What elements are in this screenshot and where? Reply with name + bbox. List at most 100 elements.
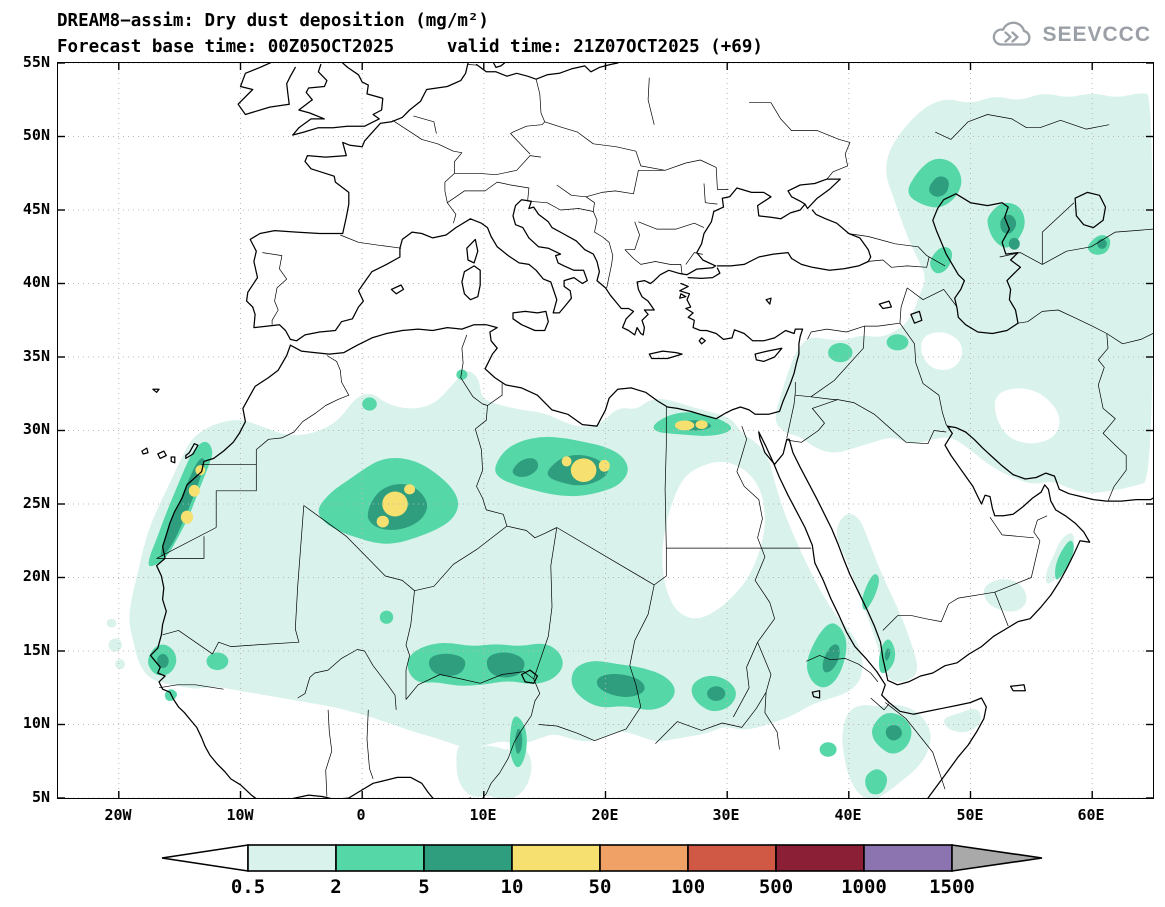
dust-spot-level-5 [1008,237,1020,250]
country-border [474,405,508,527]
dust-spot-level-05 [106,618,117,628]
country-border [638,221,705,230]
dust-contour-level-5 [512,458,539,477]
x-tick-label: 20W [104,806,132,824]
y-tick-label: 50N [22,126,50,144]
country-border [487,383,503,406]
coastline [152,388,160,393]
colorbar-arrow-above [951,844,1043,872]
dust-contour-hole [921,332,963,371]
seevccc-logo: SEEVCCC [991,20,1151,49]
dust-spot-level-2 [379,610,394,624]
country-border [392,120,463,224]
colorbar-label: 500 [758,876,794,898]
dust-contour-level-5 [1000,214,1017,234]
dust-contour-level-5 [596,674,645,697]
y-tick-label: 25N [22,494,50,512]
coastline [765,297,772,305]
dust-contour-level-05 [775,93,1153,493]
country-border [732,642,758,718]
coastline [475,63,619,80]
country-border [736,425,775,643]
coastline [157,450,167,460]
dust-contour-hole [994,388,1060,444]
x-tick-label: 10W [226,806,254,824]
coastline [648,350,683,360]
colorbar-label: 1500 [929,876,975,898]
country-border [255,355,350,465]
country-border [837,399,935,445]
dust-spot-level-2 [886,334,909,351]
country-border [527,200,594,212]
colorbar-label: 0.5 [230,876,266,898]
coastline [286,66,296,105]
coastline [292,63,328,136]
dust-spot-level-5 [1097,238,1107,249]
coastline [141,447,149,455]
coastline [185,443,199,460]
country-border [653,407,667,586]
colorbar-segment-10-50 [511,844,601,872]
coastline [758,425,1153,686]
dust-contour-level-5 [822,644,840,673]
country-border [1041,202,1075,265]
country-border [1106,333,1153,345]
country-border [757,642,772,693]
y-tick-label: 45N [22,200,50,218]
country-border [158,684,224,690]
y-tick-label: 40N [22,273,50,291]
coastline [716,209,872,271]
x-tick-label: 60E [1077,806,1105,824]
y-tick-label: 55N [22,53,50,71]
dust-contour-level-5 [160,458,204,557]
country-border [460,334,488,406]
x-tick-label: 40E [834,806,862,824]
country-border [366,709,374,780]
colorbar-bar [161,844,1043,872]
coastline [811,690,821,699]
dust-spot-level-10 [570,458,597,483]
country-border [454,155,542,176]
dust-spot-level-10 [674,420,695,431]
country-border [655,691,780,750]
dust-spot-level-2 [206,652,229,671]
country-border [989,517,1034,539]
dust-spot-level-2 [362,397,377,411]
coastline [520,669,539,684]
country-border [647,77,655,125]
colorbar-segment-500-1000 [775,844,865,872]
coastline [878,300,893,310]
country-border [933,430,947,433]
country-border [585,169,666,198]
dust-spot-level-2 [456,369,468,380]
country-border [262,252,288,325]
title-block: DREAM8−assim: Dry dust deposition (mg/m²… [57,8,763,61]
coastline [237,63,290,116]
dust-contour-level-2 [1055,540,1074,580]
country-border [867,256,930,268]
coastline [289,282,804,427]
cloud-icon [993,21,1031,46]
country-border [538,706,642,742]
country-border [810,326,865,397]
colorbar-label: 100 [670,876,706,898]
dust-spot-level-10 [598,459,610,472]
dust-contour-level-05 [836,514,918,682]
dust-contour-hole [662,461,765,619]
dust-contour-level-5 [486,652,525,678]
dust-contour-level-05 [943,708,981,733]
coastline [687,267,721,280]
colorbar-segment-0.5-2 [247,844,337,872]
country-border [806,655,879,683]
x-tick-label: 50E [956,806,984,824]
x-tick-label: 20E [591,806,619,824]
dust-contour-level-5 [428,653,466,677]
colorbar-segment-5-10 [423,844,513,872]
country-border [467,64,478,66]
coastline [149,344,472,798]
country-border [533,527,558,680]
country-border [556,527,655,586]
country-border [885,702,946,790]
coastline [698,337,706,345]
colorbar-segment-1000-1500 [863,844,953,872]
